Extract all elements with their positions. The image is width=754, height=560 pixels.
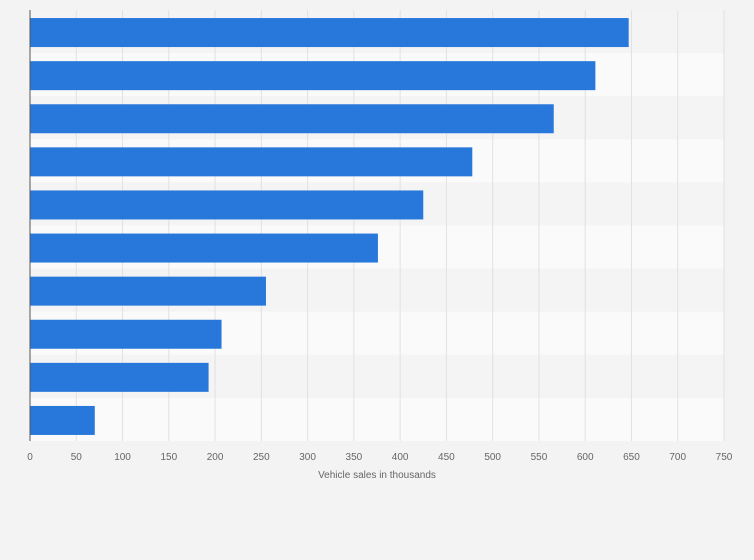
x-axis-title: Vehicle sales in thousands [318, 470, 436, 481]
bar[interactable] [30, 104, 554, 134]
bar[interactable] [30, 147, 473, 177]
x-tick-label: 650 [623, 452, 640, 463]
bar[interactable] [30, 233, 378, 263]
bar[interactable] [30, 190, 424, 220]
bar[interactable] [30, 405, 95, 435]
x-tick-label: 700 [669, 452, 686, 463]
x-tick-label: 400 [392, 452, 409, 463]
x-tick-label: 300 [299, 452, 316, 463]
x-tick-label: 600 [577, 452, 594, 463]
x-tick-label: 200 [207, 452, 224, 463]
bars [30, 18, 629, 435]
x-tick-label: 0 [27, 452, 33, 463]
x-tick-label: 550 [531, 452, 548, 463]
x-tick-label: 500 [484, 452, 501, 463]
x-tick-label: 350 [346, 452, 363, 463]
bar[interactable] [30, 276, 266, 306]
bar[interactable] [30, 362, 209, 392]
x-tick-labels: 0 50 100 150 200 250 300 350 400 450 500 550 600 650 7… [27, 452, 733, 463]
x-tick-label: 450 [438, 452, 455, 463]
x-tick-label: 750 [716, 452, 733, 463]
x-tick-label: 150 [160, 452, 177, 463]
x-tick-label: 50 [71, 452, 83, 463]
bar[interactable] [30, 319, 222, 349]
row-band [30, 397, 724, 441]
bar[interactable] [30, 61, 596, 91]
bar[interactable] [30, 18, 629, 48]
x-tick-label: 250 [253, 452, 270, 463]
x-tick-label: 100 [114, 452, 131, 463]
